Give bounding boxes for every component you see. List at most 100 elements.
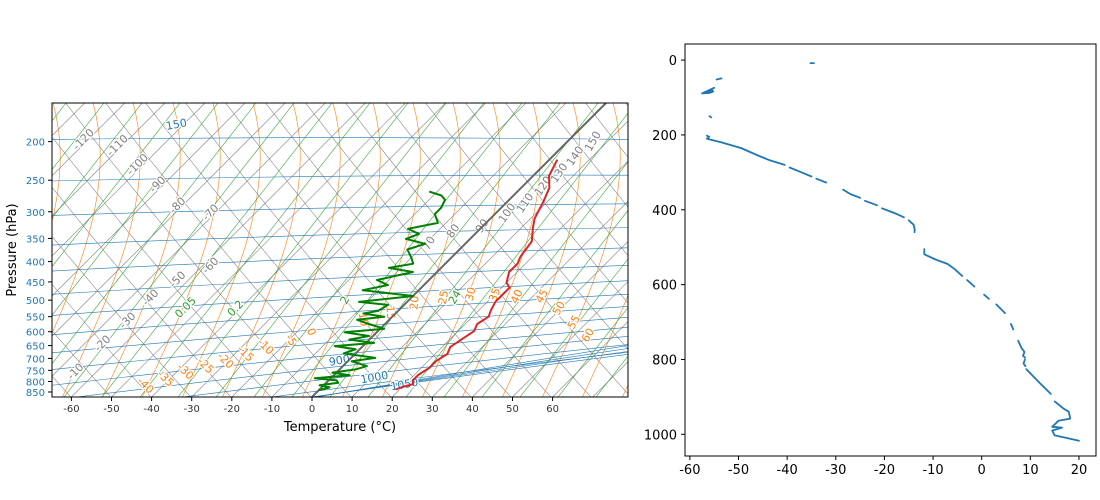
skewt-y-tick-label: 350: [26, 234, 45, 245]
skewt-y-tick-label: 500: [26, 296, 45, 307]
skewt-y-axis-label: Pressure (hPa): [5, 203, 20, 296]
skewt-x-tick-label: -50: [103, 404, 119, 415]
isobar-line: [269, 351, 628, 397]
isobar-line: [52, 326, 628, 386]
isotherm-line: [52, 103, 246, 297]
mixing-ratio-layer: [52, 103, 628, 397]
mixing-ratio-line: [177, 103, 409, 397]
right-series-segment: [881, 207, 905, 219]
skewt-y-tick-label: 750: [26, 366, 45, 377]
skewt-x-tick-label: -60: [63, 404, 79, 415]
moist-adiabat-line: [342, 103, 421, 397]
skewt-x-tick-label: 60: [546, 404, 559, 415]
moist-adiabat-line: [382, 103, 461, 397]
mixing-ratio-line: [139, 103, 371, 397]
right-x-axis: -60 -50 -40 -30 -20 -10 0 10 20: [679, 456, 1087, 478]
isobar-line: [52, 293, 628, 336]
right-y-tick-label: 200: [652, 129, 677, 144]
isotherm-line: [512, 281, 628, 397]
right-series-segment: [907, 219, 916, 234]
mixing-ratio-line: [63, 103, 295, 397]
isotherm-line: [351, 120, 628, 397]
right-y-tick-label: 800: [652, 353, 677, 368]
right-x-tick-label: 10: [1022, 463, 1039, 478]
isotherm-line: [52, 103, 206, 257]
moist-adiabat-line: [502, 103, 581, 397]
right-series-segment: [701, 86, 716, 95]
isopleth-label: 15: [383, 305, 397, 320]
right-series-layer: [701, 62, 1080, 442]
mixing-ratio-line: [215, 103, 447, 397]
dry-adiabat-line: [505, 103, 628, 257]
right-series-segment: [788, 166, 813, 178]
right-series-segment: [966, 279, 976, 288]
skewt-x-tick-label: 50: [506, 404, 519, 415]
right-x-tick-label: -10: [922, 463, 943, 478]
right-y-axis: 0 200 400 600 800 1000: [644, 54, 685, 443]
right-series-segment: [706, 134, 786, 166]
mixing-ratio-line: [52, 103, 105, 170]
isotherm-line: [191, 103, 486, 397]
isobar-line: [42, 87, 638, 93]
mixing-ratio-line: [519, 258, 628, 397]
skewt-x-tick-label: -10: [264, 404, 280, 415]
right-series-segment: [983, 293, 990, 300]
skewt-series-line-1: [313, 190, 446, 392]
isobar-line: [52, 247, 628, 272]
skewt-x-tick-label: 10: [346, 404, 359, 415]
skewt-plot-frame: [51, 102, 629, 398]
isobar-line: [42, 14, 638, 26]
right-x-tick-label: -20: [874, 463, 895, 478]
moist-adiabat-line: [62, 103, 141, 397]
isotherm-line: [71, 103, 366, 397]
right-series-segment: [842, 188, 861, 199]
moist-adiabat-line: [582, 294, 628, 397]
moist-adiabat-line: [52, 103, 61, 223]
isotherm-line: [472, 240, 628, 397]
right-x-tick-label: -30: [825, 463, 846, 478]
skewt-y-tick-label: 200: [26, 138, 45, 149]
mixing-ratio-line: [481, 209, 628, 397]
right-series-segment: [1010, 323, 1015, 331]
moist-adiabat-line: [222, 103, 301, 397]
isotherm-line: [52, 103, 126, 177]
right-x-tick-label: 0: [978, 463, 986, 478]
right-x-tick-label: -40: [777, 463, 798, 478]
skewt-x-axis-label: Temperature (°C): [283, 420, 396, 435]
moist-adiabat-line: [462, 103, 541, 397]
moist-adiabat-line: [422, 103, 501, 397]
isotherm-line: [52, 103, 286, 337]
skewt-series-layer: [313, 159, 559, 392]
moist-adiabat-line: [302, 103, 381, 397]
mixing-ratio-line: [101, 103, 333, 397]
right-series-segment: [995, 303, 1006, 314]
right-series-segment: [708, 115, 712, 119]
isotherm-line: [111, 103, 406, 397]
skewt-x-tick-label: 30: [426, 404, 439, 415]
right-series-segment: [1025, 368, 1052, 395]
mixing-ratio-line: [443, 161, 628, 397]
isotherm-line: [52, 103, 166, 217]
right-series-segment: [864, 199, 878, 207]
isotherm-line: [552, 321, 628, 397]
isotherm-line: [151, 103, 446, 397]
moist-adiabat-line: [102, 103, 181, 397]
moist-adiabat-line: [52, 103, 101, 334]
isopleth-label: 1000: [359, 369, 389, 387]
mixing-ratio-line: [557, 307, 628, 397]
skewt-y-tick-label: 700: [26, 354, 45, 365]
skewt-y-tick-label: 600: [26, 328, 45, 339]
skewt-series-line-0: [395, 159, 559, 391]
right-x-tick-label: -60: [679, 463, 700, 478]
isopleth-label: 20: [407, 295, 421, 310]
mixing-ratio-line: [405, 112, 628, 397]
skewt-x-tick-label: 40: [466, 404, 479, 415]
right-series-segment: [815, 177, 827, 184]
right-series-segment: [1051, 400, 1080, 442]
isotherm-line: [231, 103, 527, 397]
right-y-tick-label: 0: [669, 54, 677, 69]
skewt-x-axis: -60 -50 -40 -30 -20 -10 0 10 20 30 40 50 60: [63, 397, 559, 415]
isobar-line: [52, 203, 628, 216]
skewt-x-tick-label: -30: [184, 404, 200, 415]
